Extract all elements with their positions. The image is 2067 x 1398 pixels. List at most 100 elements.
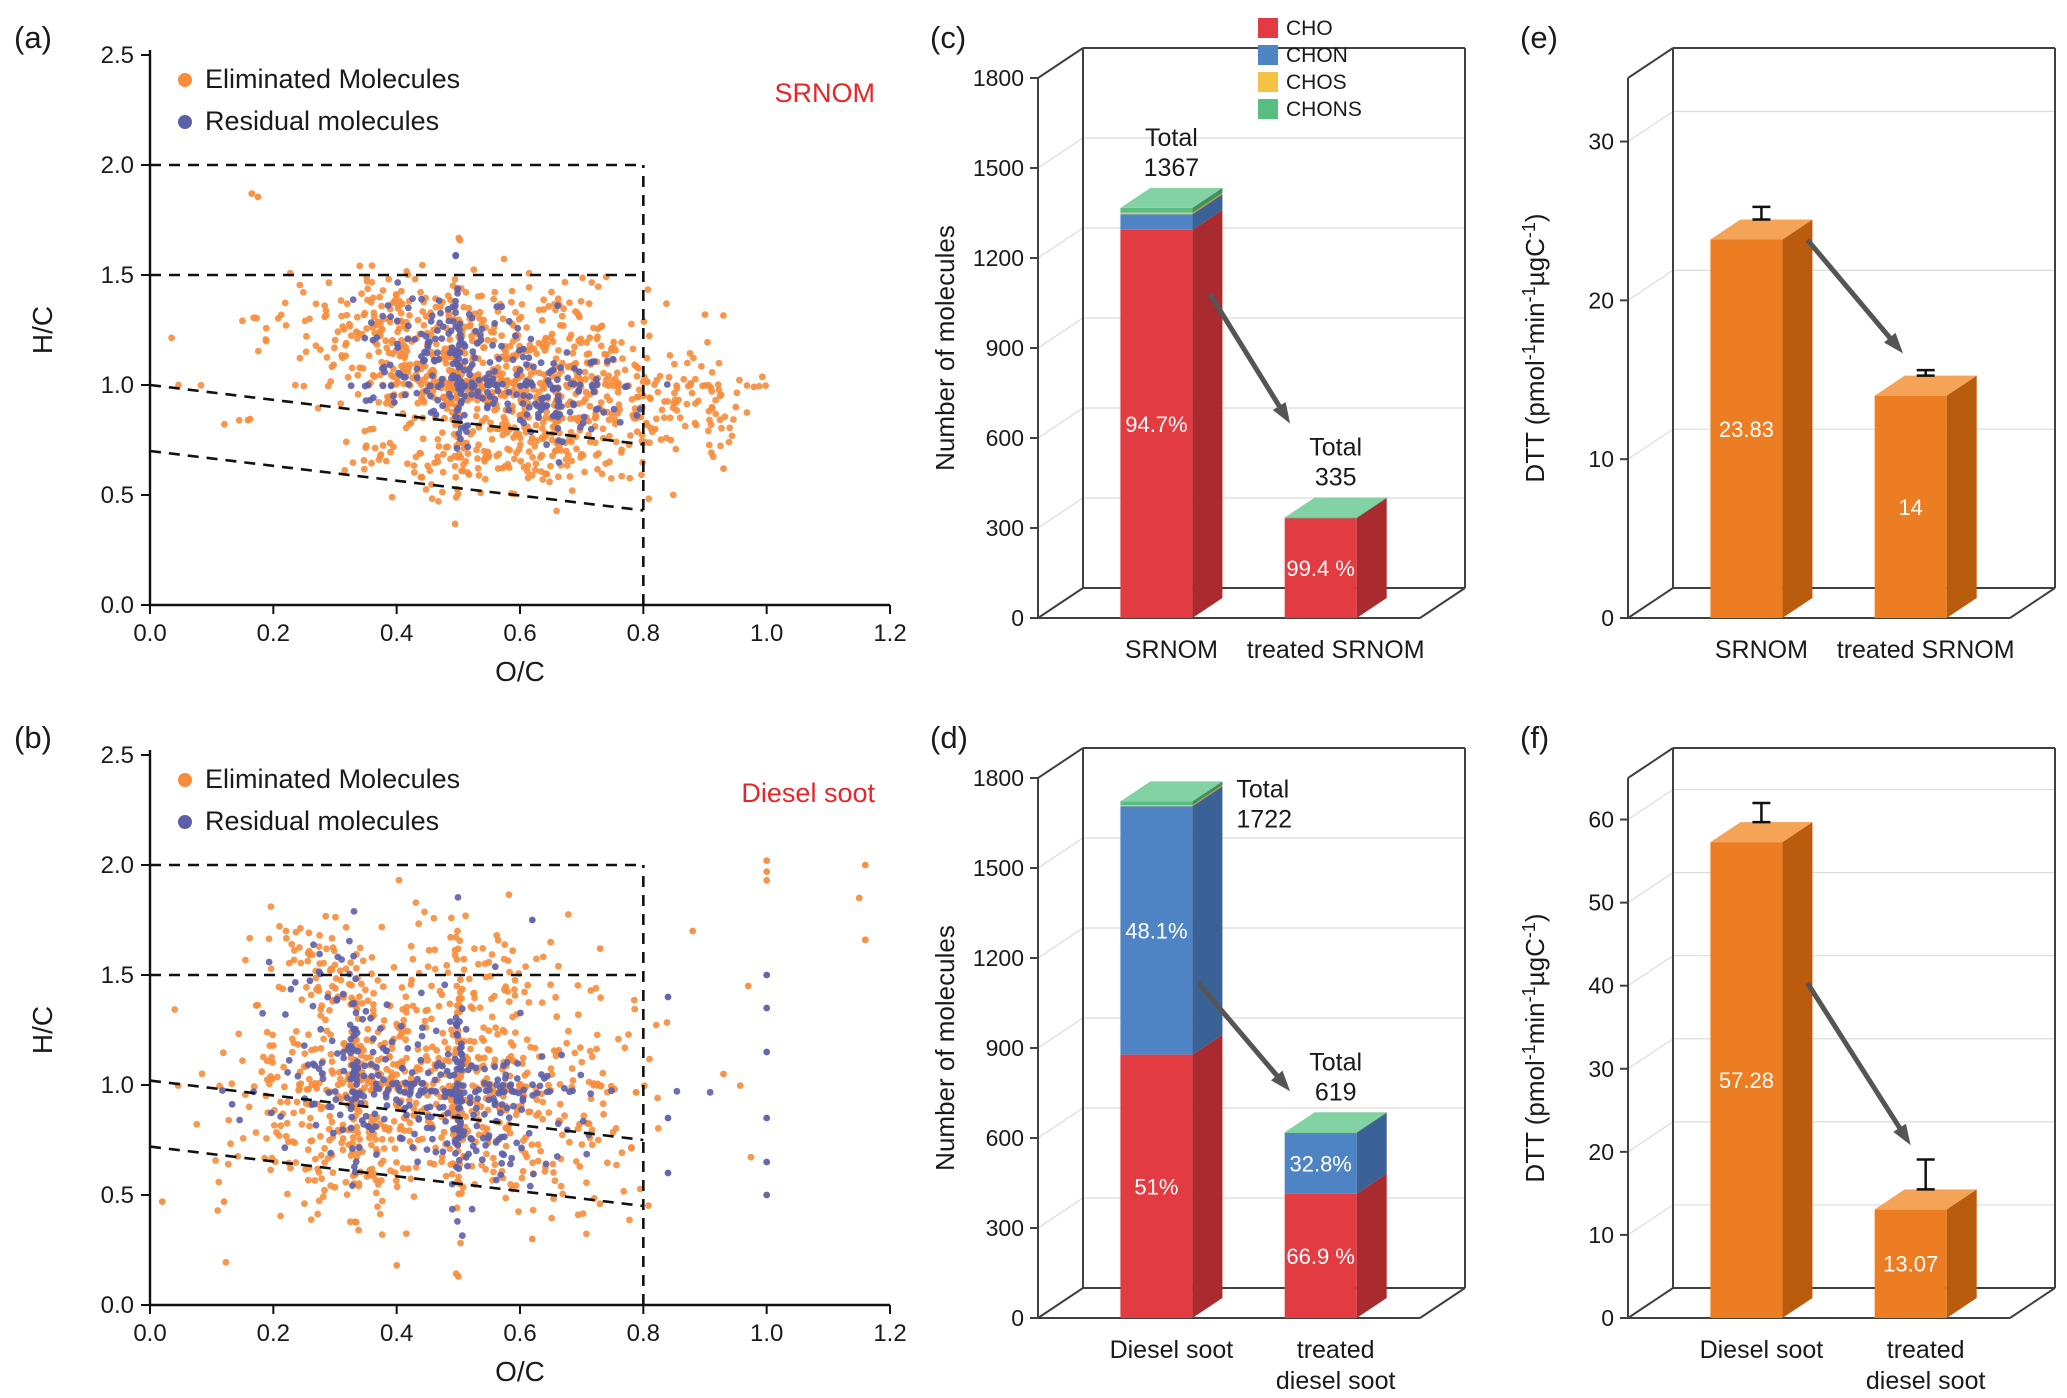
scatter-point: [506, 1082, 514, 1090]
scatter-point: [381, 368, 388, 376]
scatter-point: [490, 329, 497, 336]
scatter-point: [364, 1025, 372, 1033]
scatter-point: [597, 994, 604, 1002]
scatter-point: [532, 421, 540, 429]
axes-frame: [1030, 47, 1466, 619]
scatter-point: [446, 1145, 454, 1153]
scatter-point: [175, 381, 182, 389]
scatter-point: [373, 334, 381, 341]
scatter-point: [343, 311, 351, 319]
scatter-point: [235, 416, 243, 424]
scatter-point: [385, 275, 393, 283]
y-tick-label: 1.5: [101, 262, 134, 289]
scatter-point: [426, 467, 434, 475]
scatter-point: [308, 1046, 315, 1054]
scatter-point: [367, 319, 375, 327]
scatter-point: [568, 438, 575, 446]
scatter-point: [654, 1094, 661, 1102]
scatter-point: [470, 1111, 477, 1119]
scatter-point: [474, 1095, 481, 1102]
scatter-point: [330, 947, 338, 955]
scatter-point: [222, 1258, 230, 1266]
scatter-point: [409, 295, 416, 302]
scatter-point: [387, 382, 395, 390]
scatter-point: [440, 1128, 448, 1136]
scatter-point: [603, 357, 611, 365]
scatter-point: [334, 328, 342, 336]
scatter-point: [669, 491, 677, 499]
scatter-point: [628, 396, 636, 403]
scatter-point: [591, 414, 599, 422]
scatter-point: [334, 1050, 341, 1057]
scatter-point: [263, 1028, 271, 1036]
scatter-point: [512, 1182, 520, 1189]
scatter-point: [358, 290, 365, 297]
y-axis-title: H/C: [27, 306, 58, 354]
scatter-point: [452, 473, 460, 481]
scatter-point: [417, 1056, 425, 1064]
scatter-point: [523, 1036, 531, 1044]
scatter-point: [349, 1182, 356, 1189]
scatter-point: [451, 462, 459, 470]
scatter-point: [446, 336, 454, 343]
scatter-point: [491, 320, 499, 327]
scatter-point: [303, 983, 310, 991]
scatter-point: [307, 1114, 314, 1122]
y-tick-label: 600: [986, 1125, 1024, 1151]
scatter-point: [360, 457, 368, 464]
scatter-point: [363, 325, 371, 332]
scatter-point: [245, 1103, 253, 1111]
scatter-point: [434, 453, 441, 461]
scatter-point: [672, 445, 680, 453]
scatter-point: [439, 488, 446, 496]
bar-front-face-chons: [1120, 207, 1193, 213]
scatter-point: [448, 1026, 455, 1034]
scatter-point: [309, 1002, 317, 1010]
scatter-point: [665, 373, 673, 381]
scatter-point: [342, 352, 350, 360]
scatter-point: [312, 1155, 319, 1163]
scatter-point: [554, 392, 562, 400]
scatter-point: [716, 416, 724, 424]
scatter-point: [519, 1060, 526, 1067]
scatter-point: [528, 1235, 536, 1243]
scatter-point: [464, 443, 472, 451]
scatter-point: [414, 1045, 422, 1053]
scatter-point: [462, 912, 469, 920]
scatter-point: [389, 299, 397, 307]
scatter-point: [468, 384, 476, 391]
scatter-point: [403, 1111, 410, 1119]
scatter-point: [504, 400, 512, 408]
scatter-point: [592, 406, 600, 413]
y-tick-label: 0: [1601, 1305, 1614, 1331]
scatter-point: [520, 345, 527, 353]
scatter-point: [168, 334, 176, 342]
scatter-point: [404, 1165, 412, 1173]
scatter-point: [277, 1113, 284, 1120]
scatter-point: [452, 421, 459, 429]
axes: 0.0 0.2 0.4 0.6 0.8 1.0 1.20.00.51.01.52.02.5: [101, 742, 907, 1347]
scatter-point: [403, 1003, 411, 1011]
scatter-point: [574, 1125, 582, 1132]
scatter-point: [433, 1046, 441, 1054]
scatter-point: [491, 367, 498, 375]
scatter-point: [352, 1009, 360, 1017]
scatter-point: [686, 381, 694, 388]
scatter-point: [618, 339, 625, 346]
scatter-point: [158, 1198, 166, 1205]
scatter-point: [434, 396, 442, 404]
scatter-point: [618, 1149, 626, 1157]
scatter-point: [466, 323, 474, 330]
scatter-point: [470, 1038, 478, 1046]
panel-letter: (b): [14, 720, 52, 755]
scatter-point: [395, 297, 403, 305]
scatter-point: [267, 965, 275, 973]
scatter-point: [303, 332, 310, 340]
scatter-point: [312, 974, 320, 982]
scatter-point: [499, 315, 507, 323]
scatter-point: [250, 314, 258, 322]
gridline: [1037, 927, 1465, 959]
bar-side-face: [1192, 785, 1223, 807]
